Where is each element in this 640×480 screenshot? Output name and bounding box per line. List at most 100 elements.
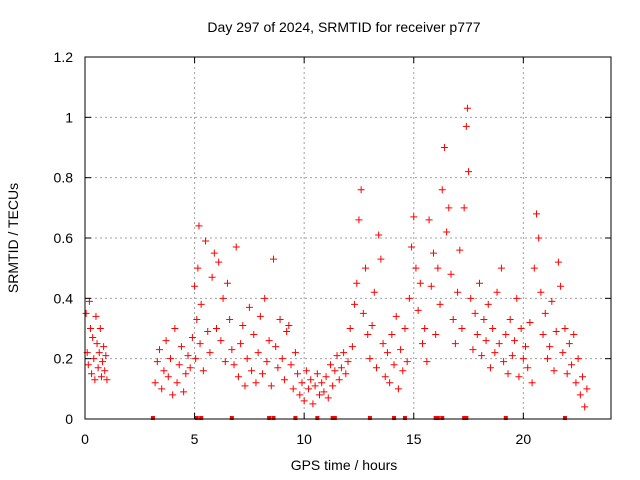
data-point	[206, 349, 214, 357]
data-point	[298, 379, 306, 387]
data-point	[445, 204, 453, 212]
data-point	[239, 321, 247, 329]
data-point	[460, 204, 468, 212]
data-point	[451, 340, 459, 348]
data-point	[191, 282, 199, 290]
data-point	[228, 346, 236, 354]
data-point	[568, 361, 576, 369]
data-point	[362, 264, 370, 272]
data-point	[548, 297, 556, 305]
data-point	[186, 364, 194, 372]
data-point	[375, 231, 383, 239]
data-point	[370, 288, 378, 296]
x-tick-label: 15	[406, 431, 422, 447]
data-point	[302, 367, 310, 375]
baseline-mark	[267, 416, 272, 420]
data-point	[267, 382, 275, 390]
baseline-mark	[503, 416, 508, 420]
data-point	[513, 294, 521, 302]
baseline-mark	[402, 416, 407, 420]
data-point	[346, 325, 354, 332]
x-tick-label: 0	[81, 431, 89, 447]
baseline-mark	[464, 416, 469, 420]
data-point	[557, 282, 565, 290]
data-point	[410, 213, 418, 221]
data-point	[90, 355, 98, 363]
data-point	[434, 264, 442, 272]
data-point	[324, 394, 332, 402]
data-point	[394, 385, 402, 393]
data-point	[537, 288, 545, 296]
data-point	[254, 349, 262, 357]
data-point	[213, 325, 220, 332]
baseline-mark	[435, 416, 440, 420]
data-point	[471, 309, 479, 317]
data-point	[289, 385, 297, 393]
data-point	[307, 376, 315, 384]
data-point	[355, 216, 363, 224]
data-point	[86, 325, 94, 332]
data-point	[287, 361, 295, 369]
data-point	[438, 186, 446, 194]
y-tick-label: 0	[65, 411, 73, 427]
data-point	[169, 391, 177, 399]
data-point	[559, 349, 567, 357]
data-point	[414, 306, 422, 314]
data-point	[462, 122, 470, 130]
data-point	[381, 373, 389, 381]
data-point	[97, 373, 105, 381]
data-point	[171, 325, 179, 332]
baseline-mark	[392, 416, 397, 420]
data-point	[565, 340, 573, 348]
data-point	[552, 328, 560, 336]
data-point	[294, 370, 302, 378]
data-point	[405, 294, 413, 302]
data-point	[554, 258, 562, 266]
data-point	[232, 243, 240, 251]
data-point	[320, 388, 328, 396]
data-point	[259, 370, 267, 378]
data-point	[202, 237, 210, 245]
data-point	[197, 300, 205, 308]
data-point	[182, 370, 190, 378]
data-point	[386, 379, 394, 387]
data-point	[188, 334, 196, 342]
data-point	[497, 264, 505, 272]
y-tick-label: 0.8	[54, 170, 74, 186]
y-tick-label: 1	[65, 109, 73, 125]
data-point	[91, 376, 99, 384]
data-point	[423, 358, 431, 366]
data-point	[493, 288, 501, 296]
data-point	[210, 249, 218, 257]
data-point	[486, 364, 494, 372]
data-point	[99, 358, 107, 366]
data-point	[372, 364, 380, 372]
data-point	[95, 349, 103, 357]
data-point	[419, 340, 427, 348]
data-point	[322, 373, 330, 381]
data-point	[103, 376, 111, 384]
data-point	[583, 385, 591, 393]
data-points	[82, 104, 591, 411]
data-point	[180, 388, 188, 396]
baseline-mark	[433, 416, 438, 420]
data-point	[93, 340, 101, 348]
data-point	[517, 325, 525, 332]
data-point	[85, 297, 93, 305]
data-point	[245, 303, 253, 311]
data-point	[484, 300, 492, 308]
data-point	[449, 315, 457, 323]
data-point	[480, 315, 488, 323]
chart-title: Day 297 of 2024, SRMTID for receiver p77…	[207, 19, 480, 35]
data-point	[285, 321, 293, 329]
data-point	[194, 264, 202, 272]
data-point	[177, 343, 185, 351]
data-point	[173, 379, 181, 387]
data-point	[403, 358, 411, 366]
data-point	[221, 358, 229, 366]
data-point	[427, 282, 435, 290]
data-point	[524, 364, 532, 372]
baseline-mark	[562, 416, 567, 420]
data-point	[416, 279, 424, 287]
data-point	[162, 337, 170, 345]
